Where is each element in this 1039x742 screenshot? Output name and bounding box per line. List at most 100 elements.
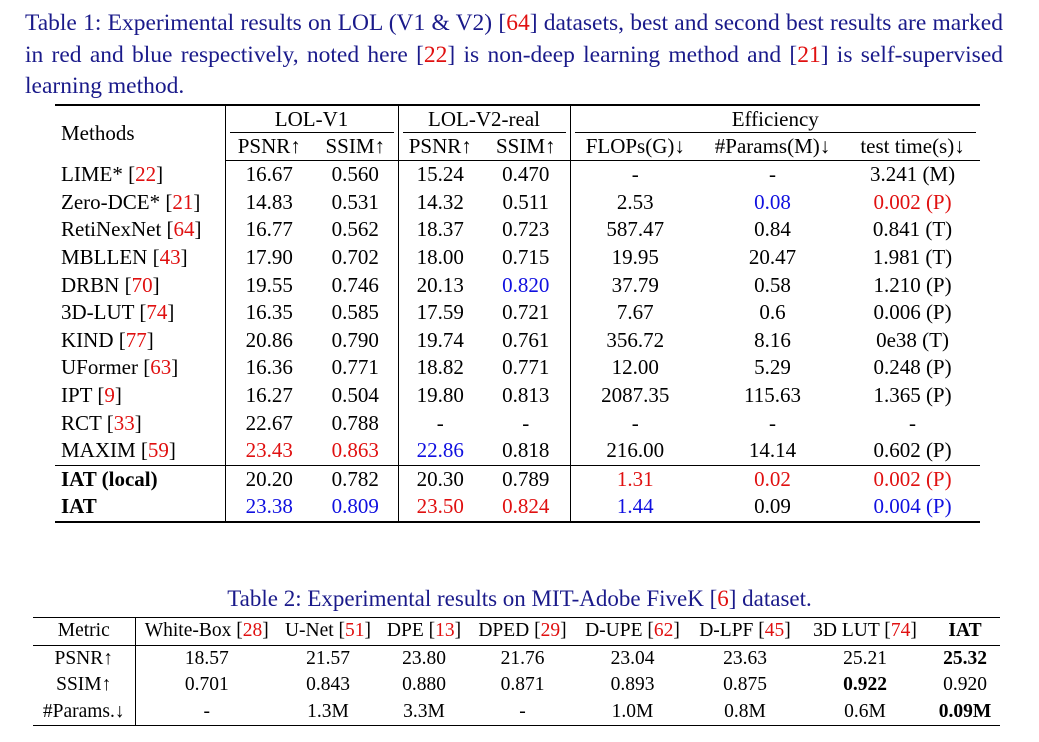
value-cell: 5.29: [754, 355, 791, 380]
value-cell: 0.8M: [724, 700, 766, 722]
group-label: LOL-V2-real: [402, 106, 566, 133]
value-cell: 15.24: [416, 162, 464, 187]
value-cell: 0.585: [313, 298, 399, 327]
value-cell: 0.701: [184, 674, 229, 696]
table-row: 3D-LUT [74] 16.35 0.585 17.59 0.721 7.67 0.6 0.…: [55, 298, 980, 327]
table-row: #Params.↓ - 1.3M 3.3M - 1.0M 0.8M 0.6M 0.09M: [33, 698, 1000, 726]
value-cell: 0.602 (P): [873, 438, 952, 463]
value-cell: -: [769, 162, 777, 187]
value-cell: -: [631, 162, 639, 187]
table-row: Zero-DCE* [21] 14.83 0.531 14.32 0.511 2.53 0.…: [55, 188, 980, 217]
method-cell: RCT [33]: [55, 409, 226, 437]
value-cell: 14.83: [245, 189, 293, 214]
value-cell: -: [203, 700, 211, 722]
value-cell: 16.67: [245, 162, 293, 187]
value-cell: 0.6: [759, 300, 786, 325]
value-cell: 0.746: [313, 271, 399, 299]
value-cell: 20.20: [225, 464, 313, 494]
column-header: D-UPE [62]: [575, 617, 690, 646]
value-cell: 16.27: [245, 383, 293, 408]
group-header: LOL-V1: [225, 105, 399, 133]
table-row: IPT [9] 16.27 0.504 19.80 0.813 2087.35 115.63…: [55, 381, 980, 410]
value-cell: 20.13: [416, 272, 464, 297]
value-cell: 0.248 (P): [873, 355, 952, 380]
value-cell: 23.80: [402, 647, 446, 669]
value-cell: 1.31: [570, 464, 701, 494]
value-cell: 0.818: [482, 436, 571, 466]
value-cell: 0.721: [482, 298, 571, 327]
column-header: 3D LUT [74]: [800, 617, 930, 646]
value-cell: 37.79: [611, 272, 659, 297]
value-cell: 19.74: [416, 327, 464, 352]
value-cell: 1.0M: [611, 700, 654, 722]
value-cell: 0.820: [482, 271, 571, 299]
value-cell: 20.30: [398, 464, 483, 494]
value-cell: 23.38: [245, 494, 293, 519]
value-cell: 12.00: [611, 355, 659, 380]
value-cell: 356.72: [606, 327, 665, 352]
method-cell: IAT: [55, 493, 226, 522]
value-cell: 18.82: [416, 355, 464, 380]
value-cell: 0.002 (P): [873, 189, 952, 214]
value-cell: 17.90: [245, 245, 293, 270]
header-row: Methods LOL-V1 LOL-V2-real Efficiency: [55, 105, 980, 161]
value-cell: 14.32: [416, 189, 464, 214]
value-cell: 23.50: [416, 494, 464, 519]
value-cell: -: [436, 410, 444, 435]
table-row: KIND [77] 20.86 0.790 19.74 0.761 356.72 8.16 0…: [55, 326, 980, 355]
value-cell: 3.3M: [403, 700, 445, 722]
value-cell: 0.863: [313, 436, 399, 466]
value-cell: 1.210 (P): [873, 272, 952, 297]
table-row: IAT 23.38 0.809 23.50 0.824 1.44 0.09 0.004 (P): [55, 493, 980, 522]
table-row: RetiNexNet [64] 16.77 0.562 18.37 0.723 587.4…: [55, 216, 980, 244]
column-header: SSIM↑: [313, 133, 399, 161]
value-cell: 23.04: [610, 647, 655, 669]
group-label: Efficiency: [574, 106, 977, 133]
value-cell: 3.241 (M): [869, 162, 956, 187]
value-cell: 0.702: [313, 243, 399, 272]
column-header: IAT: [930, 617, 1000, 646]
column-header: test time(s)↓: [845, 133, 981, 161]
value-cell: 25.21: [843, 647, 887, 669]
method-cell: MBLLEN [43]: [55, 243, 226, 272]
method-cell: RetiNexNet [64]: [55, 216, 226, 244]
method-cell: IPT [9]: [55, 381, 226, 410]
group-header: LOL-V2-real: [398, 105, 571, 133]
table-row: SSIM↑ 0.701 0.843 0.880 0.871 0.893 0.875 0.922…: [33, 672, 1000, 699]
value-cell: 1.44: [616, 494, 654, 519]
value-cell: 0.789: [482, 464, 571, 494]
value-cell: 18.57: [184, 647, 229, 669]
table-caption: Table 2: Experimental results on MIT-Ado…: [227, 586, 812, 611]
value-cell: 216.00: [606, 438, 665, 463]
value-cell: 115.63: [744, 383, 802, 408]
value-cell: 1.365 (P): [873, 383, 952, 408]
value-cell: -: [482, 409, 571, 437]
value-cell: 22.67: [245, 410, 293, 435]
table-body: Methods LOL-V1 LOL-V2-real Efficiency PSNR↑ S…: [55, 105, 981, 522]
value-cell: 0.006 (P): [873, 300, 952, 325]
value-cell: 0.562: [313, 216, 399, 244]
value-cell: 17.59: [416, 300, 464, 325]
value-cell: 0.84: [754, 217, 791, 242]
value-cell: 18.00: [416, 245, 464, 270]
value-cell: 14.14: [748, 438, 797, 463]
value-cell: 23.63: [723, 647, 767, 669]
table-body: Metric White-Box [28] U-Net [51] DPE [13] DP…: [33, 617, 1000, 726]
table-row: UFormer [63] 16.36 0.771 18.82 0.771 12.00 5.2…: [55, 354, 980, 382]
value-cell: -: [519, 700, 526, 722]
method-cell: DRBN [70]: [55, 271, 226, 299]
fivek-table: Metric White-Box [28] U-Net [51] DPE [13] DP…: [33, 617, 1000, 726]
value-cell: 0.715: [482, 243, 571, 272]
value-cell: 0e38 (T): [876, 327, 949, 352]
value-cell: 0.531: [313, 188, 399, 217]
value-cell: 0.6M: [844, 700, 886, 722]
value-cell: 0.560: [313, 160, 399, 189]
value-cell: 0.02: [700, 464, 846, 494]
value-cell: 0.813: [482, 381, 571, 410]
header-row: Metric White-Box [28] U-Net [51] DPE [13] DP…: [33, 617, 1000, 646]
column-header: PSNR↑: [398, 133, 483, 161]
value-cell: 1.981 (T): [872, 245, 953, 270]
group-header: Efficiency: [570, 105, 980, 133]
value-cell: 0.922: [843, 674, 887, 696]
value-cell: -: [769, 410, 777, 435]
